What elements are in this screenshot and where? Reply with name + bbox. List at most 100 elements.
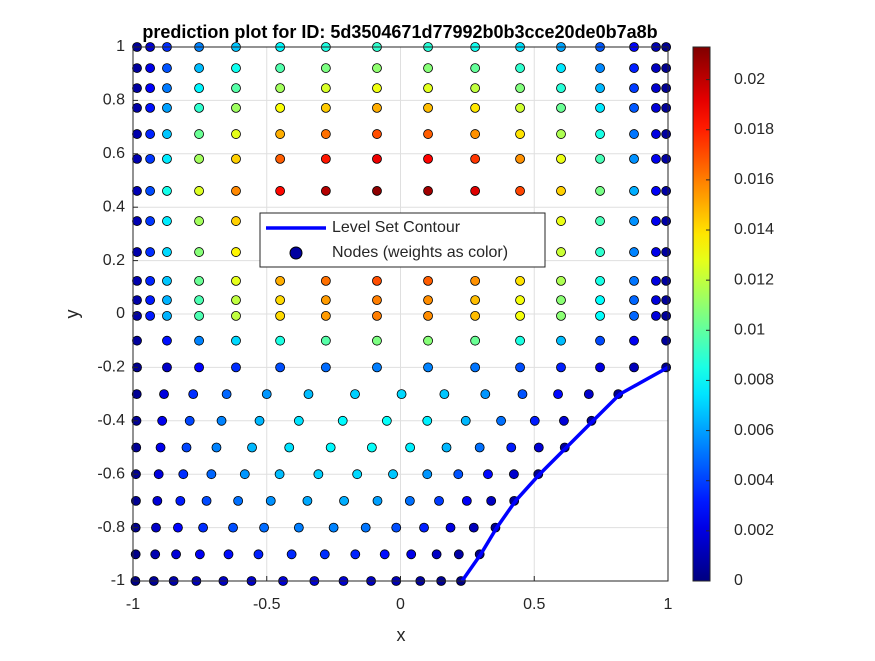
node xyxy=(515,275,525,286)
node xyxy=(194,247,204,257)
node xyxy=(422,415,433,426)
node xyxy=(181,442,192,453)
node xyxy=(233,495,244,506)
node xyxy=(480,389,491,400)
node xyxy=(231,335,241,346)
node xyxy=(661,83,672,94)
y-tick-label: -0.4 xyxy=(97,412,125,429)
node xyxy=(595,186,605,196)
node xyxy=(583,389,594,400)
node xyxy=(381,415,392,426)
node xyxy=(286,549,297,560)
node xyxy=(328,522,339,533)
node xyxy=(221,389,232,400)
node xyxy=(470,310,481,321)
node xyxy=(372,63,382,73)
node xyxy=(175,495,186,506)
colorbar-tick-label: 0.012 xyxy=(734,271,774,288)
node xyxy=(556,83,566,94)
node xyxy=(132,216,142,226)
node xyxy=(661,247,672,257)
node xyxy=(629,102,639,113)
node xyxy=(231,186,241,196)
node xyxy=(162,310,172,321)
node xyxy=(423,275,433,286)
node xyxy=(629,63,639,73)
contour xyxy=(460,365,669,583)
node xyxy=(194,153,204,164)
node xyxy=(275,335,286,346)
node xyxy=(231,129,241,139)
node xyxy=(223,549,234,560)
node xyxy=(468,522,479,533)
node xyxy=(194,295,204,306)
y-axis-label: y xyxy=(62,310,82,319)
node xyxy=(159,389,169,400)
node xyxy=(320,63,331,73)
node xyxy=(486,495,497,506)
node xyxy=(372,495,383,506)
node xyxy=(239,469,250,480)
node xyxy=(162,275,172,286)
colorbar-tick-label: 0.006 xyxy=(734,422,774,439)
node xyxy=(153,469,164,480)
node xyxy=(216,415,227,426)
node xyxy=(661,335,672,346)
node xyxy=(145,63,156,73)
node xyxy=(372,310,382,321)
node xyxy=(231,63,241,73)
node xyxy=(379,549,390,560)
node xyxy=(275,102,286,113)
node xyxy=(372,102,382,113)
node xyxy=(132,275,142,286)
node xyxy=(366,442,377,453)
node xyxy=(231,247,241,257)
node xyxy=(422,469,433,480)
node xyxy=(231,295,241,306)
node xyxy=(284,442,295,453)
node xyxy=(509,469,519,480)
node xyxy=(162,247,172,257)
node xyxy=(152,495,163,506)
node xyxy=(595,129,605,139)
colorbar-tick-label: 0.02 xyxy=(734,71,765,88)
node xyxy=(483,469,493,480)
node xyxy=(320,362,331,373)
node xyxy=(423,362,433,373)
node xyxy=(661,295,672,306)
node xyxy=(515,310,525,321)
contour-line xyxy=(460,365,669,583)
node xyxy=(171,549,181,560)
node xyxy=(201,495,212,506)
node xyxy=(470,102,481,113)
node xyxy=(556,186,566,196)
node xyxy=(651,216,661,226)
node xyxy=(423,153,433,164)
colorbar-tick-label: 0.01 xyxy=(734,322,765,339)
colorbar-tick-label: 0 xyxy=(734,572,743,589)
node xyxy=(470,275,481,286)
node xyxy=(661,63,672,73)
node xyxy=(595,83,605,94)
node xyxy=(460,415,471,426)
node xyxy=(337,415,348,426)
node xyxy=(515,129,525,139)
node xyxy=(131,442,142,453)
node xyxy=(131,389,142,400)
node xyxy=(556,295,566,306)
legend: Level Set Contour Nodes (weights as color… xyxy=(259,212,546,268)
node xyxy=(360,522,371,533)
node xyxy=(194,310,204,321)
node xyxy=(320,275,331,286)
node xyxy=(231,216,241,226)
node xyxy=(173,522,183,533)
node xyxy=(320,83,331,94)
node xyxy=(533,442,544,453)
node xyxy=(320,186,331,196)
node xyxy=(515,83,525,94)
node xyxy=(275,310,286,321)
colorbar-tick-label: 0.016 xyxy=(734,171,774,188)
node xyxy=(145,275,156,286)
node xyxy=(556,153,566,164)
